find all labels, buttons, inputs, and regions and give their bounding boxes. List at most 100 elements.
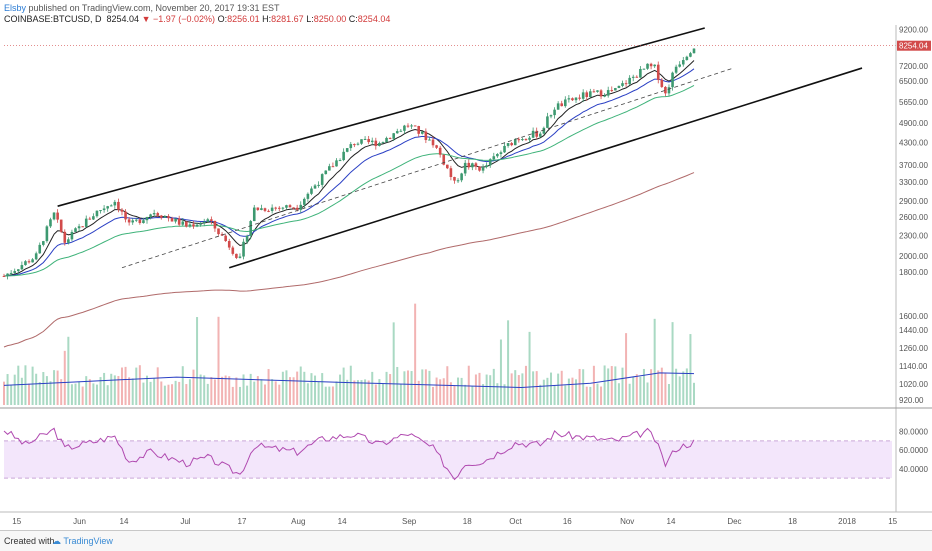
volume-bar [306,383,309,405]
candle-body [610,90,614,92]
volume-bar [271,379,274,405]
candle-body [95,210,99,217]
volume-tick-label: 1140.00 [899,362,928,371]
volume-bar [274,381,277,405]
volume-ma-line [3,372,695,389]
candle-body [335,160,338,167]
volume-bar [10,385,13,405]
low-value: 8250.00 [313,14,347,24]
volume-bar [453,385,456,405]
candle-body [574,97,578,101]
price-tick-label: 3300.00 [899,178,928,187]
volume-bar [321,373,324,405]
candle-body [303,198,306,205]
volume-bar [439,379,442,405]
close-value: 8254.04 [357,14,391,24]
candle-body [313,185,317,189]
volume-bar [628,383,631,405]
candle-body [603,95,606,97]
candle-body [185,221,188,227]
candle-body [578,97,581,99]
price-chart[interactable]: 9200.00 8254.04 7200.00 6500.00 5650.00 4900.… [0,0,932,530]
volume-bar [296,371,299,405]
volume-bar [367,380,370,405]
publish-text: published on TradingView.com, November 2… [28,3,280,13]
candle-body [163,216,167,218]
candle-body [370,140,374,143]
volume-bar [292,377,295,405]
candle-body [524,139,528,141]
volume-bar [410,371,413,405]
volume-bar [156,367,159,405]
volume-bar [485,374,488,405]
volume-bar [249,373,252,405]
volume-bar [120,367,123,405]
candle-body [324,170,328,175]
candle-body [367,138,370,143]
volume-bar [664,372,667,405]
candle-body [506,143,510,146]
candle-body [546,116,549,128]
volume-bar [35,373,38,405]
volume-bar [224,375,227,405]
volume-bar [138,365,141,405]
volume-bar [28,383,31,405]
volume-bar [106,385,109,405]
volume-bar [81,386,84,405]
publish-info: Elsby published on TradingView.com, Nove… [4,3,280,13]
ohlc-legend: COINBASE:BTCUSD, D 8254.04 ▼ −1.97 (−0.0… [4,14,390,24]
volume-bar [406,370,409,405]
volume-bar [442,378,445,405]
candle-body [106,206,109,209]
volume-bar [471,386,474,405]
candle-body [631,76,635,78]
candle-body [614,88,617,91]
candle-body [145,216,149,221]
candle-body [639,68,642,78]
volume-bar [192,369,195,405]
volume-bar [74,383,77,405]
volume-bar [639,376,642,405]
tradingview-logo[interactable]: ☁ TradingView [52,536,113,546]
volume-tick-label: 920.00 [899,396,924,405]
candle-body [567,98,571,100]
time-tick-label: Jul [180,517,190,526]
volume-bar [675,368,678,405]
candle-body [188,224,192,227]
time-tick-label: Dec [727,517,741,526]
time-tick-label: 15 [12,517,21,526]
volume-bar [682,371,685,405]
candle-body [392,133,395,139]
candle-body [681,60,685,65]
candle-body [24,261,27,266]
last-price-label: 8254.04 [899,42,928,51]
candle-body [671,72,674,88]
volume-bar [582,369,585,405]
author-name[interactable]: Elsby [4,3,27,13]
candle-body [403,125,406,131]
volume-bar [246,385,249,405]
volume-bar [328,386,331,405]
candle-body [177,218,181,225]
volume-bar [60,379,63,405]
volume-bar [63,350,66,405]
candle-body [488,159,492,166]
volume-bar [117,376,120,405]
volume-bar [417,380,420,405]
candle-body [521,139,524,141]
candle-body [624,83,628,85]
volume-bar [20,377,23,405]
created-with: Created with [4,536,55,546]
candle-body [399,130,403,132]
candle-body [231,247,235,254]
volume-bar [124,366,127,405]
candle-body [646,63,649,69]
last-price: 8254.04 [106,14,140,24]
volume-bar [356,380,359,405]
price-tick-label: 4900.00 [899,119,928,128]
candle-body [360,139,363,144]
candle-body [410,125,413,127]
time-tick-label: Sep [402,517,417,526]
volume-bar [646,382,649,405]
candle-body [152,213,156,215]
